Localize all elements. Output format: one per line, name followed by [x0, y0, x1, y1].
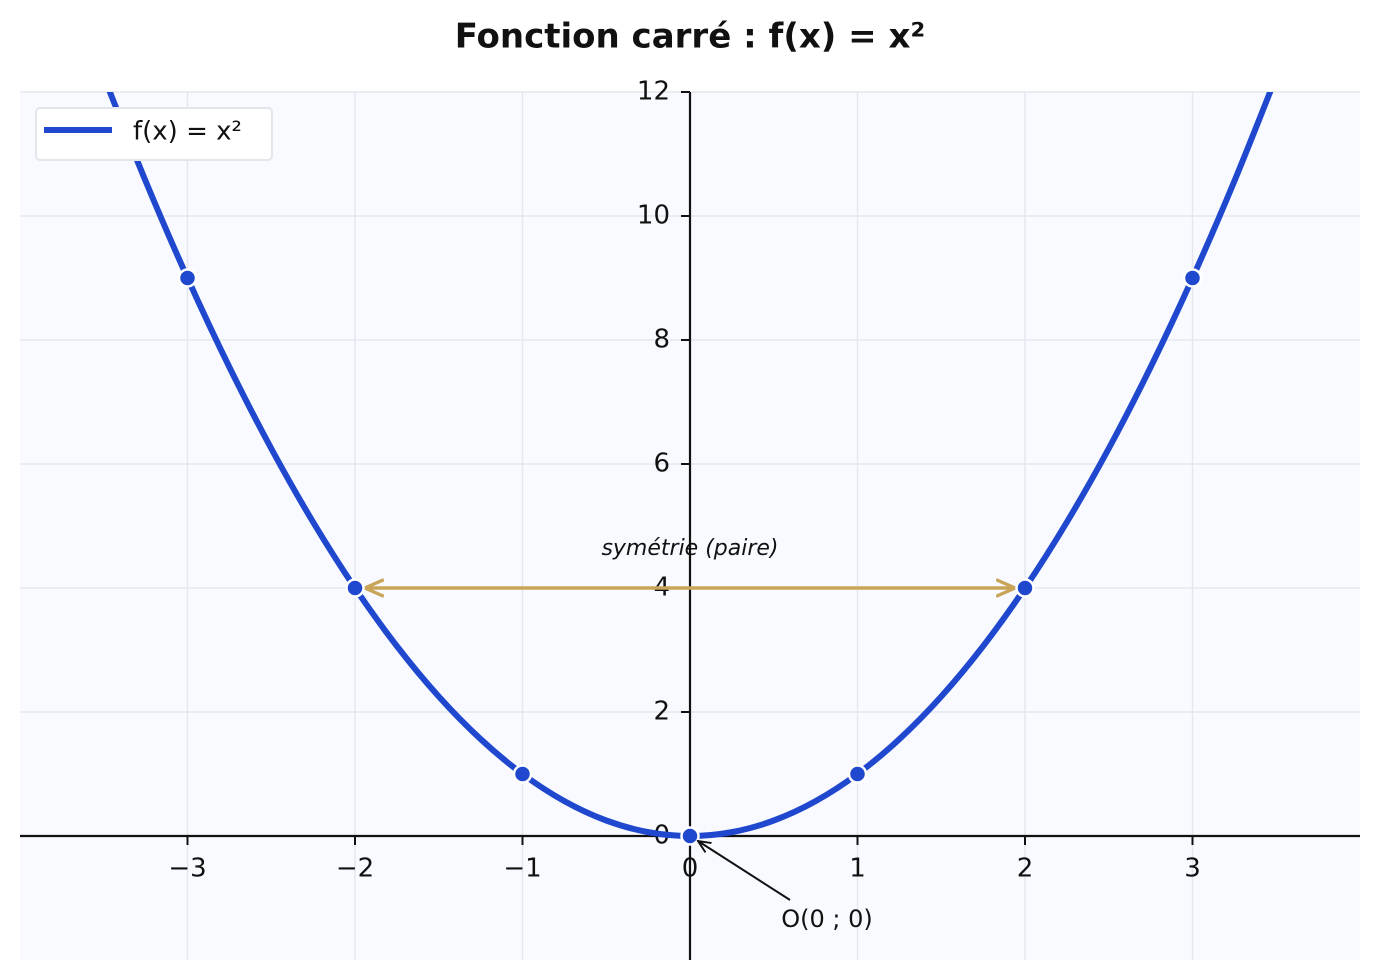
y-tick-label: 2: [653, 697, 670, 727]
x-tick-label: 3: [1184, 854, 1201, 884]
x-tick-label: −3: [168, 854, 206, 884]
legend-box: [35, 107, 273, 161]
point: [847, 764, 868, 784]
x-tick-label: −2: [336, 854, 374, 884]
y-tick-label: 12: [637, 77, 670, 107]
point: [177, 268, 198, 288]
x-tick-label: −1: [503, 854, 541, 884]
x-tick-label: 2: [1017, 854, 1034, 884]
point: [345, 578, 365, 598]
annotation: symétrie (paire): [601, 536, 778, 561]
legend-label: f(x) = x²: [133, 117, 242, 147]
y-tick-label: 8: [653, 325, 670, 355]
annotation-arrow: [698, 841, 791, 901]
point: [680, 826, 700, 846]
chart-title: Fonction carré : f(x) = x²: [455, 17, 926, 57]
x-tick-label: 0: [682, 854, 699, 884]
point: [1182, 268, 1203, 288]
y-tick-label: 6: [653, 449, 670, 479]
point: [1015, 578, 1035, 598]
point: [512, 764, 533, 784]
annotation: O(0 ; 0): [781, 905, 873, 933]
x-tick-label: 1: [849, 854, 866, 884]
y-tick-label: 10: [637, 201, 670, 231]
